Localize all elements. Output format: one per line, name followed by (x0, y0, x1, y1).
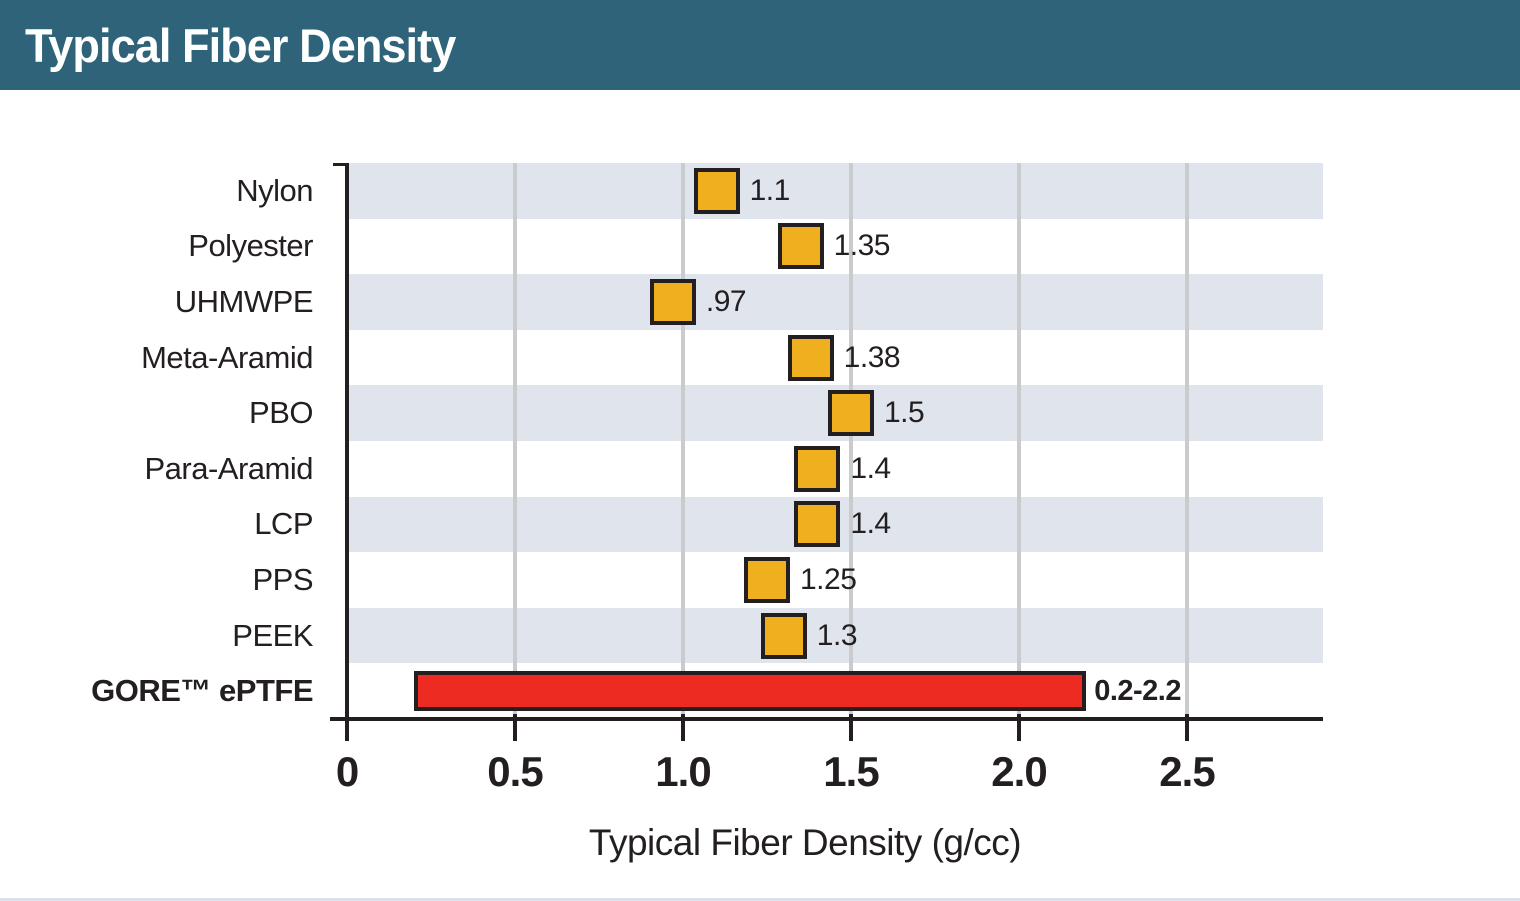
y-axis-line (345, 163, 349, 719)
data-value-label: 1.1 (749, 173, 791, 207)
category-label: UHMWPE (174, 283, 314, 319)
data-value-label: 1.4 (850, 451, 891, 485)
x-axis-tick-label: 0.5 (487, 748, 543, 795)
data-marker-square (794, 501, 841, 548)
x-axis-tick (681, 714, 685, 741)
data-marker-square (760, 612, 807, 659)
category-label: Polyester (188, 228, 313, 264)
row-band-white (347, 218, 1323, 275)
x-axis-tick-label: 0 (335, 748, 359, 795)
category-label: LCP (254, 506, 313, 542)
x-axis-tick-label: 2.5 (1159, 748, 1215, 795)
range-value-label: 0.2-2.2 (1094, 675, 1181, 708)
category-label: PBO (249, 395, 313, 431)
category-label: Para-Aramid (144, 450, 314, 486)
x-axis-title: Typical Fiber Density (g/cc) (588, 822, 1022, 863)
x-axis-tick (345, 702, 349, 741)
data-value-label: 1.35 (833, 229, 891, 263)
page-header: Typical Fiber Density (0, 0, 1520, 90)
x-axis-tick-label: 1.5 (823, 748, 879, 795)
data-value-label: 1.38 (843, 340, 901, 374)
gridline (513, 163, 517, 719)
data-value-label: 1.5 (884, 396, 925, 430)
data-marker-square (777, 223, 824, 270)
x-axis-tick (849, 714, 853, 741)
data-marker-square (787, 334, 834, 381)
row-band-shaded (347, 607, 1323, 664)
category-label: PEEK (232, 617, 313, 653)
x-axis-tick (1017, 714, 1021, 741)
data-marker-square (794, 445, 841, 492)
row-band-white (347, 329, 1323, 386)
data-value-label: .97 (705, 285, 747, 318)
category-label: PPS (252, 561, 313, 597)
row-band-shaded (347, 274, 1323, 330)
data-value-label: 1.4 (850, 507, 891, 541)
x-axis-tick-label: 1.0 (655, 748, 711, 795)
gridline (1017, 163, 1021, 719)
row-band-white (347, 552, 1323, 608)
category-label: Nylon (236, 172, 313, 208)
bottom-edge-strip (0, 898, 1520, 901)
range-bar (414, 671, 1087, 712)
data-marker-square (828, 390, 874, 437)
data-marker-square (649, 279, 696, 325)
plot-area: 1.1 1.35 .97 1.38 1.5 1.4 1.4 1.25 1.3 0.2-2.2 (347, 163, 1323, 719)
row-band-shaded (347, 163, 1323, 219)
data-marker-square (693, 167, 740, 214)
gridline (681, 163, 685, 719)
category-label: Meta-Aramid (141, 339, 313, 375)
x-axis-tick (513, 714, 517, 741)
data-value-label: 1.3 (816, 618, 858, 652)
page-title: Typical Fiber Density (25, 18, 456, 72)
y-axis-top-cap (333, 163, 349, 166)
gridline (1185, 163, 1189, 719)
category-label: GORE™ ePTFE (91, 673, 313, 709)
gridline (849, 163, 853, 719)
x-axis-tick (1185, 714, 1189, 741)
x-axis-line (330, 717, 1323, 721)
data-marker-square (744, 557, 790, 603)
data-value-label: 1.25 (800, 563, 857, 596)
x-axis-tick-label: 2.0 (991, 748, 1047, 795)
